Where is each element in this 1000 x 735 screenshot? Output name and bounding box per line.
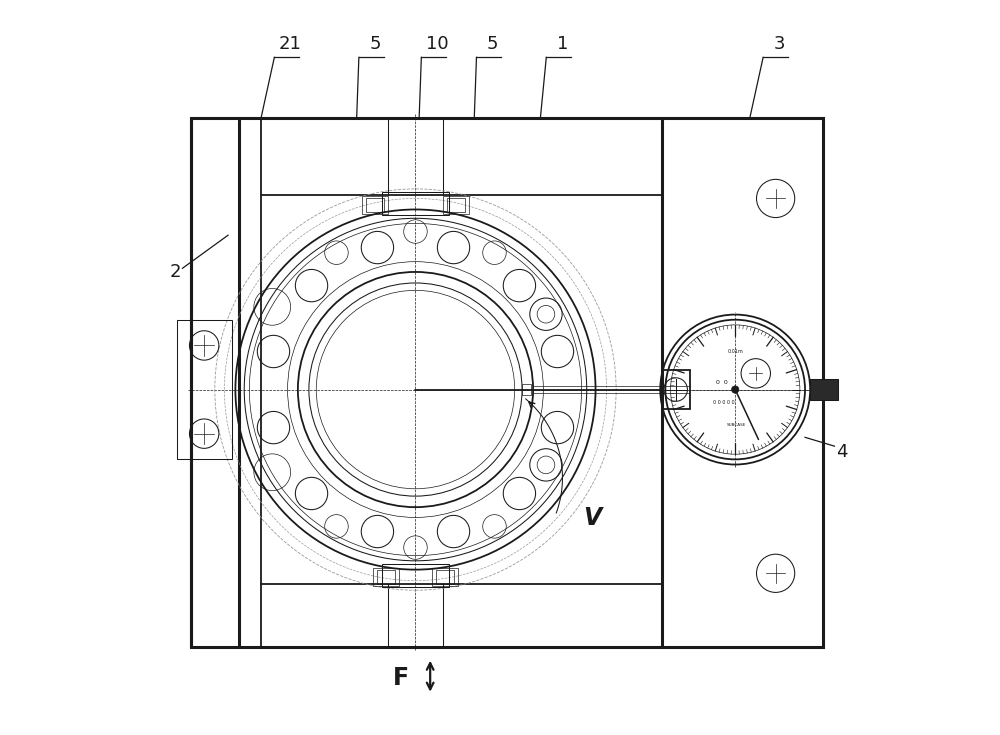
Bar bbox=[177, 320, 232, 459]
Text: 5: 5 bbox=[369, 35, 381, 53]
Bar bbox=[382, 564, 449, 587]
Bar bbox=[366, 198, 384, 212]
Bar bbox=[436, 570, 454, 584]
Text: 0.01m: 0.01m bbox=[727, 349, 743, 354]
Text: 2: 2 bbox=[169, 263, 181, 281]
Text: 0 0 0 0 0: 0 0 0 0 0 bbox=[713, 401, 735, 405]
Text: 21: 21 bbox=[279, 35, 302, 53]
Text: 5: 5 bbox=[487, 35, 498, 53]
Text: SUBCASE: SUBCASE bbox=[727, 423, 746, 427]
Bar bbox=[362, 196, 388, 214]
Bar bbox=[522, 384, 531, 395]
Bar bbox=[432, 568, 458, 586]
Text: V: V bbox=[583, 506, 601, 530]
Text: 10: 10 bbox=[426, 35, 449, 53]
Text: 0  0: 0 0 bbox=[716, 380, 728, 384]
Bar bbox=[373, 568, 399, 586]
Bar bbox=[382, 192, 449, 215]
Bar bbox=[443, 196, 469, 214]
Text: 4: 4 bbox=[836, 443, 848, 461]
Text: 1: 1 bbox=[557, 35, 568, 53]
Bar bbox=[662, 370, 690, 409]
Bar bbox=[810, 379, 838, 400]
Bar bbox=[377, 570, 395, 584]
Bar bbox=[191, 118, 823, 647]
Text: F: F bbox=[393, 667, 409, 690]
Circle shape bbox=[732, 386, 739, 393]
Text: 3: 3 bbox=[774, 35, 785, 53]
Bar bbox=[447, 198, 465, 212]
